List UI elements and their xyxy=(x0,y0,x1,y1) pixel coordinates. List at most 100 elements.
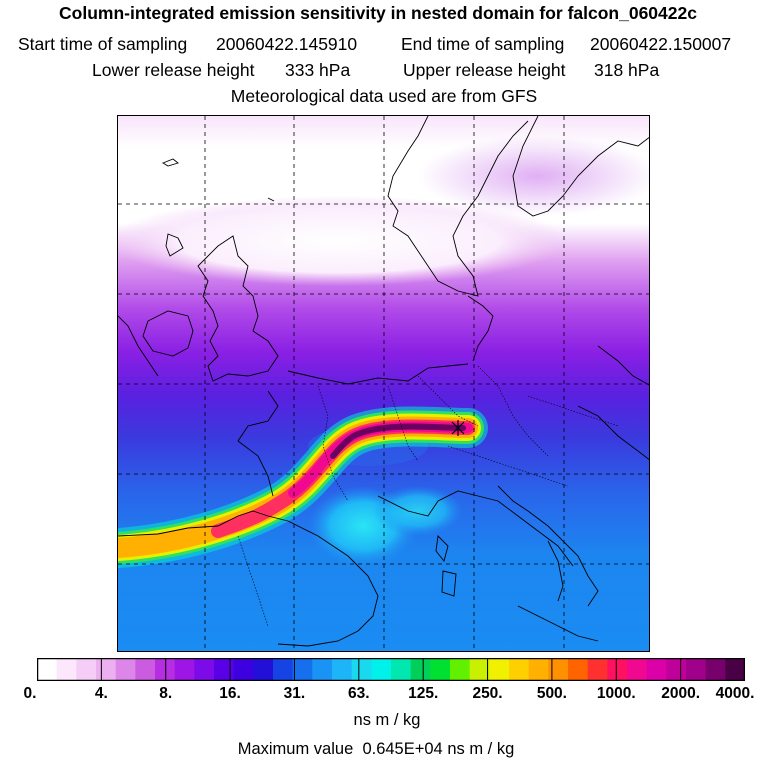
end-time-label: End time of sampling xyxy=(401,34,565,54)
colorbar-cell xyxy=(725,658,745,681)
coast-balkans-south xyxy=(517,605,599,642)
colorbar-cell xyxy=(115,658,136,681)
colorbar-cell xyxy=(56,658,77,681)
colorbar-tick-label: 31. xyxy=(283,685,306,702)
colorbar-cell xyxy=(174,658,195,681)
border-d xyxy=(477,365,549,457)
colorbar-tick-label: 500. xyxy=(536,685,567,702)
colorbar-cell xyxy=(214,658,235,681)
release-point-marker xyxy=(451,420,465,436)
lower-release-value: 333 hPa xyxy=(285,60,351,80)
coast-adriatic xyxy=(547,540,564,602)
colorbar-cell xyxy=(391,658,412,681)
max-value-units: ns m / kg xyxy=(447,740,515,758)
colorbar-tick-label: 4. xyxy=(94,685,108,702)
border-c xyxy=(417,375,479,427)
colorbar-cell xyxy=(568,658,589,681)
coast-gulf-lion-italy xyxy=(377,490,574,567)
colorbar-cell xyxy=(666,658,687,681)
colorbar-cell xyxy=(292,658,313,681)
coast-corsica xyxy=(435,535,449,562)
colorbar-cell xyxy=(194,658,215,681)
colorbar-tick-label: 8. xyxy=(159,685,173,702)
chart-title: Column-integrated emission sensitivity i… xyxy=(59,3,697,23)
coast-east-iberia xyxy=(277,520,379,647)
coast-brittany xyxy=(237,390,279,497)
end-time-value: 20060422.150007 xyxy=(590,34,732,54)
coast-sardinia xyxy=(441,570,457,597)
upper-release-value: 318 hPa xyxy=(594,60,660,80)
border-a xyxy=(317,385,349,502)
coast-north-iberia xyxy=(118,510,289,537)
northeast-purple-patch xyxy=(418,136,649,216)
low-sensitivity-region xyxy=(118,196,568,286)
border-b xyxy=(387,385,419,462)
colorbar-cell xyxy=(351,658,372,681)
coast-britain xyxy=(197,235,279,382)
max-value-label: Maximum value xyxy=(237,740,354,758)
border-f xyxy=(447,445,569,487)
colorbar-dividers xyxy=(100,658,682,681)
colorbar-cell xyxy=(587,658,608,681)
colorbar-cell xyxy=(253,658,274,681)
colorbar xyxy=(37,658,745,681)
coast-east-1 xyxy=(597,345,649,386)
colorbar-units: ns m / kg xyxy=(353,711,421,729)
max-value: 0.645E+04 xyxy=(362,740,443,758)
colorbar-tick-label: 2000. xyxy=(661,685,701,702)
border-g xyxy=(237,535,269,627)
colorbar-cell xyxy=(76,658,97,681)
colorbar-cell xyxy=(135,658,156,681)
coast-baltic xyxy=(512,116,649,217)
colorbar-tick-label: 63. xyxy=(348,685,370,702)
colorbar-cell xyxy=(233,658,254,681)
start-time-value: 20060422.145910 xyxy=(216,34,358,54)
colorbar-frame xyxy=(37,658,745,681)
colorbar-cell xyxy=(627,658,648,681)
colorbar-cell xyxy=(96,658,117,681)
sensitivity-map xyxy=(117,115,650,652)
colorbar-cell xyxy=(509,658,530,681)
colorbar-cell xyxy=(548,658,569,681)
coast-west xyxy=(118,315,159,377)
colorbar-cell xyxy=(686,658,707,681)
colorbar-tick-label: 250. xyxy=(472,685,503,702)
lower-release-label: Lower release height xyxy=(92,60,255,80)
colorbar-cell xyxy=(607,658,628,681)
colorbar-cell xyxy=(410,658,431,681)
plume-core xyxy=(330,423,466,459)
met-data-note: Meteorological data used are from GFS xyxy=(230,86,538,106)
coast-north-sea-south xyxy=(287,363,469,385)
map-svg xyxy=(118,116,649,651)
upper-release-label: Upper release height xyxy=(403,60,566,80)
gridlines xyxy=(118,116,649,651)
coast-island-b xyxy=(267,197,275,202)
colorbar-cell xyxy=(646,658,667,681)
colorbar-cell xyxy=(469,658,490,681)
colorbar-tick-label: 4000. xyxy=(715,685,755,702)
coastlines xyxy=(118,116,649,647)
colorbar-cell xyxy=(37,658,58,681)
colorbar-tick-label: 125. xyxy=(408,685,439,702)
coast-east-2 xyxy=(577,405,649,461)
colorbar-cell xyxy=(450,658,471,681)
coast-italy xyxy=(497,485,599,607)
colorbar-cell xyxy=(430,658,451,681)
plume xyxy=(118,406,488,568)
max-value-line: Maximum value 0.645E+04 ns m / kg xyxy=(0,740,760,759)
colorbar-tick-label: 0. xyxy=(23,685,37,702)
start-time-label: Start time of sampling xyxy=(18,34,188,54)
coast-island-a xyxy=(161,158,179,167)
coast-scandinavia xyxy=(387,116,529,297)
colorbar-cell xyxy=(332,658,353,681)
coast-faroe xyxy=(165,233,184,257)
coast-denmark xyxy=(467,295,494,362)
colorbar-cell xyxy=(155,658,176,681)
border-e xyxy=(527,395,619,427)
cyan-patch-mediterranean xyxy=(373,486,463,536)
borders xyxy=(237,365,619,627)
colorbar-cells xyxy=(37,658,745,681)
coast-ireland xyxy=(142,310,194,357)
colorbar-cell xyxy=(489,658,510,681)
colorbar-cell xyxy=(528,658,549,681)
